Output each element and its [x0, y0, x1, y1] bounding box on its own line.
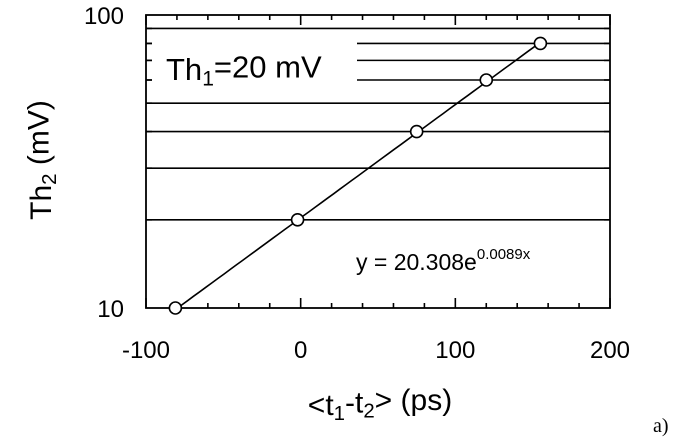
- data-point: [168, 301, 183, 315]
- x-axis-label: <t1​-t2​> (ps): [308, 384, 452, 425]
- axis-ticks: [145, 15, 611, 308]
- y-tick-label: 100: [84, 3, 124, 30]
- data-point: [479, 73, 494, 87]
- x-tick-label: 100: [435, 337, 475, 364]
- fit-equation-base: y = 20.308e: [356, 249, 477, 275]
- annotation-background: [152, 35, 357, 87]
- tick-labels: -100 0 100 200 10 100: [84, 3, 630, 364]
- data-point: [290, 212, 305, 227]
- fit-equation-exponent: 0.0089x: [477, 246, 531, 263]
- fit-equation: y = 20.308e0.0089x: [356, 246, 531, 275]
- data-point: [533, 36, 548, 51]
- x-tick-label: -100: [122, 337, 170, 364]
- y-axis-label: Th2​ (mV): [23, 100, 62, 220]
- data-points: [168, 36, 548, 315]
- y-tick-label: 10: [97, 296, 124, 323]
- panel-label: a): [653, 415, 669, 437]
- data-point: [409, 124, 424, 139]
- fit-curve: [174, 41, 541, 311]
- x-tick-label: 200: [590, 337, 630, 364]
- plot-frame: [145, 14, 611, 309]
- condition-annotation: Th1​=20 mV: [166, 50, 322, 91]
- x-tick-label: 0: [294, 337, 307, 364]
